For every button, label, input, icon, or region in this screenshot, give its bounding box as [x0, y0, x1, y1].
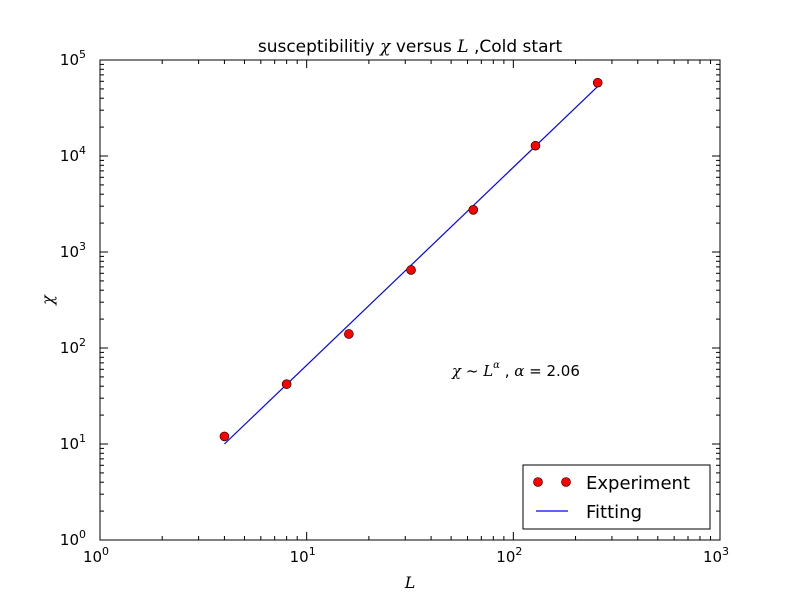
plot-area	[99, 59, 721, 541]
x-tick-label: 100	[83, 545, 109, 566]
experiment-point	[281, 379, 292, 389]
tick-labels: 100 101 102 103 100 101 102 103 104 105	[60, 48, 729, 566]
legend-box	[522, 464, 711, 530]
experiment-point	[344, 329, 354, 339]
chart-title: susceptibilitiy χ versus L ,Cold start	[258, 37, 563, 57]
y-tick-label: 101	[60, 432, 86, 453]
legend-marker-experiment-2	[561, 477, 571, 487]
y-axis-label: χ	[38, 294, 57, 306]
x-tick-label: 103	[703, 545, 729, 566]
experiment-point	[530, 140, 541, 151]
x-tick-label: 101	[290, 545, 316, 566]
y-tick-label: 105	[60, 48, 86, 69]
y-tick-label: 100	[60, 528, 86, 549]
experiment-point	[406, 265, 416, 275]
y-tick-label: 103	[60, 240, 86, 261]
axis-ticks	[99, 59, 721, 541]
legend-label-fitting: Fitting	[586, 502, 642, 523]
legend: Experiment Fitting	[522, 464, 711, 530]
x-axis-label: L	[404, 573, 416, 592]
legend-label-experiment: Experiment	[586, 473, 690, 494]
y-tick-label: 102	[60, 336, 86, 357]
x-tick-label: 102	[496, 545, 522, 566]
y-tick-label: 104	[60, 144, 86, 165]
experiment-point	[219, 431, 230, 442]
annotation-text: χ ~ Lα , α = 2.06	[451, 360, 580, 380]
experiment-point	[468, 205, 479, 215]
experiment-series	[219, 77, 603, 442]
experiment-point	[592, 77, 603, 88]
legend-marker-experiment-1	[533, 477, 543, 487]
